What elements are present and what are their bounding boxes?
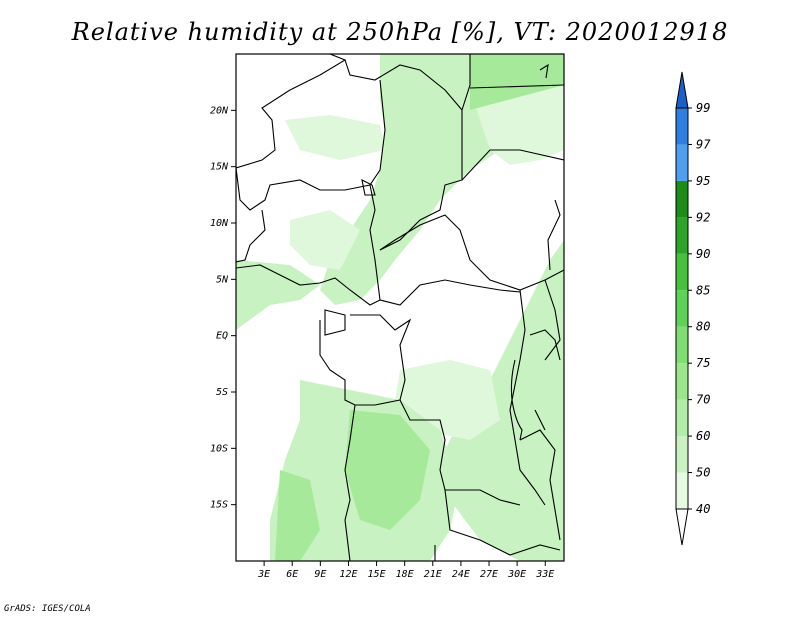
colorbar-label: 75 (696, 356, 710, 370)
lat-tick-label: 5S (216, 387, 228, 398)
colorbar: 40 50 60 70 75 80 85 90 92 95 97 99 (675, 71, 711, 546)
colorbar-label: 60 (696, 429, 710, 443)
lon-tick-label: 6E (286, 569, 298, 580)
humidity-patch-ne-strong (470, 54, 564, 110)
colorbar-label: 85 (696, 283, 710, 297)
lat-tick-label: 10N (210, 218, 229, 229)
colorbar-label: 99 (696, 101, 710, 115)
lon-tick-label: 15E (368, 569, 386, 580)
colorbar-outline (675, 107, 689, 510)
colorbar-label: 70 (696, 393, 710, 407)
colorbar-segment (676, 108, 688, 145)
grads-credit: GrADS: IGES/COLA (4, 604, 91, 614)
colorbar-label: 92 (696, 210, 710, 224)
colorbar-label: 97 (696, 137, 711, 151)
longitude-axis: 3E 6E 9E 12E 15E 18E 21E 24E 27E 30E 33E (257, 561, 554, 580)
colorbar-segment (676, 363, 688, 400)
colorbar-segment (676, 436, 688, 473)
colorbar-under-triangle (675, 508, 689, 546)
lat-tick-label: 10S (210, 443, 228, 454)
colorbar-segment (676, 180, 688, 218)
lon-tick-label: 18E (396, 569, 414, 580)
colorbar-label: 95 (696, 174, 710, 188)
humidity-patch-south-strip (275, 470, 320, 561)
humidity-patch-gulf (236, 270, 260, 305)
colorbar-label: 90 (696, 247, 710, 261)
lon-tick-label: 21E (424, 569, 442, 580)
lon-tick-label: 30E (507, 569, 526, 580)
lon-tick-label: 9E (314, 569, 326, 580)
lat-tick-label: 15S (210, 500, 228, 511)
colorbar-segment (676, 253, 688, 291)
humidity-patch-southwest-strong (345, 410, 430, 530)
colorbar-over-triangle (675, 71, 689, 109)
latitude-axis: 20N 15N 10N 5N EQ 5S 10S 15S (210, 105, 236, 511)
lat-tick-label: 15N (210, 162, 229, 173)
lon-tick-label: 3E (257, 569, 270, 580)
colorbar-segment (676, 472, 688, 509)
colorbar-segment (676, 326, 688, 364)
colorbar-segment (676, 217, 688, 254)
colorbar-segment (676, 290, 688, 327)
lon-tick-label: 24E (452, 569, 470, 580)
colorbar-segment (676, 399, 688, 437)
humidity-patch-sahara (285, 115, 385, 160)
lon-tick-label: 27E (480, 569, 498, 580)
humidity-patch-east (440, 240, 564, 561)
lon-tick-label: 12E (339, 569, 357, 580)
lat-tick-label: 20N (210, 105, 229, 116)
humidity-field (236, 54, 564, 561)
lat-tick-label: EQ (216, 331, 228, 342)
colorbar-segment (676, 144, 688, 181)
country-borders (236, 54, 564, 561)
map-title: Relative humidity at 250hPa [%], VT: 202… (71, 18, 729, 46)
colorbar-label: 40 (696, 502, 710, 516)
colorbar-label: 80 (696, 320, 710, 334)
lat-tick-label: 5N (216, 274, 229, 285)
humidity-patch-central (290, 210, 360, 270)
lon-tick-label: 33E (535, 569, 554, 580)
map-frame (235, 53, 565, 562)
colorbar-label: 50 (696, 466, 710, 480)
